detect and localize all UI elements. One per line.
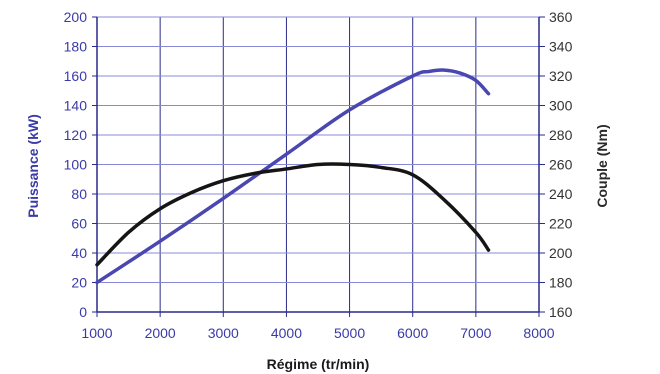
- y-left-tick-label: 180: [64, 39, 88, 55]
- y-left-tick-label: 120: [64, 127, 88, 143]
- x-tick-labels: 1000 2000 3000 4000 5000 6000 7000 8000: [81, 325, 554, 341]
- x-tick-label: 4000: [271, 325, 302, 341]
- x-tick-label: 7000: [460, 325, 491, 341]
- x-tick-label: 5000: [334, 325, 365, 341]
- y-right-tick-label: 160: [549, 304, 573, 320]
- x-tick-label: 3000: [208, 325, 239, 341]
- x-tick-label: 8000: [523, 325, 554, 341]
- y-right-tick-label: 200: [549, 245, 573, 261]
- y-right-tick-label: 280: [549, 127, 573, 143]
- y-right-tick-label: 300: [549, 98, 573, 114]
- left-tick-labels: 0 20 40 60 80 100 120 140 160 180 200: [64, 9, 88, 320]
- right-tick-labels: 160 180 200 220 240 260 280 300 320 340 360: [549, 9, 573, 320]
- y-left-tick-label: 80: [71, 186, 87, 202]
- y-left-tick-label: 0: [79, 304, 87, 320]
- y-right-tick-label: 240: [549, 186, 573, 202]
- x-tick-label: 6000: [397, 325, 428, 341]
- series-line-right-axis: [95, 162, 491, 267]
- y-left-tick-label: 60: [71, 216, 87, 232]
- y-left-tick-label: 140: [64, 98, 88, 114]
- axes: [92, 16, 545, 317]
- y-left-tick-label: 20: [71, 275, 87, 291]
- y-right-tick-label: 220: [549, 216, 573, 232]
- x-tick-label: 2000: [145, 325, 176, 341]
- series-lines: [95, 68, 491, 285]
- y-axis-right-label: Couple (Nm): [594, 124, 610, 207]
- y-left-tick-label: 160: [64, 68, 88, 84]
- y-axis-left-label: Puissance (kW): [25, 114, 41, 217]
- x-tick-label: 1000: [81, 325, 112, 341]
- y-right-tick-label: 180: [549, 275, 573, 291]
- y-left-tick-label: 100: [64, 157, 88, 173]
- series-line-left-axis: [95, 68, 491, 285]
- y-left-tick-label: 40: [71, 245, 87, 261]
- x-axis-label: Régime (tr/min): [267, 356, 370, 372]
- y-right-tick-label: 340: [549, 39, 573, 55]
- y-right-tick-label: 260: [549, 157, 573, 173]
- y-left-tick-label: 200: [64, 9, 88, 25]
- y-right-tick-label: 320: [549, 68, 573, 84]
- y-right-tick-label: 360: [549, 9, 573, 25]
